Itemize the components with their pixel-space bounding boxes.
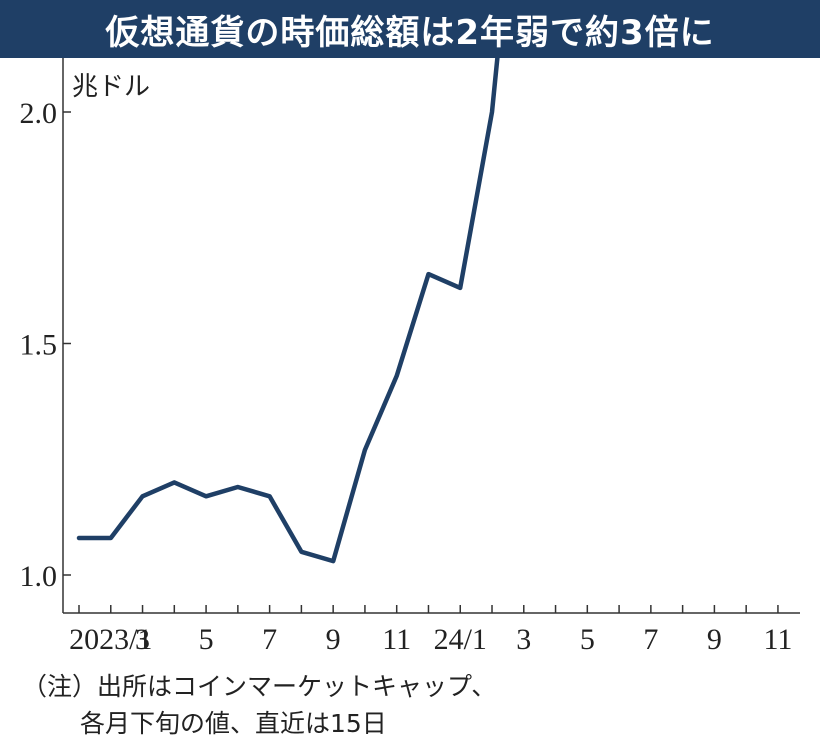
source-note-line-2: 各月下旬の値、直近は15日	[80, 709, 387, 738]
x-tick-label: 9	[707, 623, 722, 656]
x-tick-label: 5	[199, 623, 214, 656]
x-tick-label: 11	[763, 623, 792, 656]
x-tick-label: 3	[516, 623, 531, 656]
y-axis-unit-label: 兆ドル	[72, 72, 150, 102]
x-axis-ticks: 2023/13 5 7 9 11 24/1 3 5 7 9 11	[69, 605, 792, 656]
source-note: （注）出所はコインマーケットキャップ、 各月下旬の値、直近は15日	[22, 668, 802, 742]
x-tick-label: 9	[326, 623, 341, 656]
source-note-line-1: （注）出所はコインマーケットキャップ、	[22, 672, 497, 701]
axes	[62, 58, 800, 614]
y-tick-label: 2.0	[20, 97, 58, 130]
x-tick-label: 7	[643, 623, 658, 656]
x-tick-label: 2023/1	[69, 623, 152, 656]
y-tick-label: 1.0	[20, 560, 58, 593]
series-data-points	[78, 111, 493, 562]
x-tick-label: 7	[262, 623, 277, 656]
market-cap-series-line	[76, 58, 500, 564]
y-tick-label: 1.5	[20, 329, 58, 362]
x-tick-label: 3	[135, 623, 150, 656]
x-tick-label: 24/1	[434, 623, 487, 656]
chart-title-banner: 仮想通貨の時価総額は2年弱で約3倍に	[0, 0, 820, 58]
y-axis-ticks: 1.01.52.02.53.0	[20, 97, 71, 593]
x-tick-label: 5	[580, 623, 595, 656]
x-tick-label: 11	[382, 623, 411, 656]
chart-title: 仮想通貨の時価総額は2年弱で約3倍に	[105, 12, 715, 53]
line-chart: 兆ドル 1.01.52.02.53.0 2023/135791124/13579…	[20, 58, 800, 656]
